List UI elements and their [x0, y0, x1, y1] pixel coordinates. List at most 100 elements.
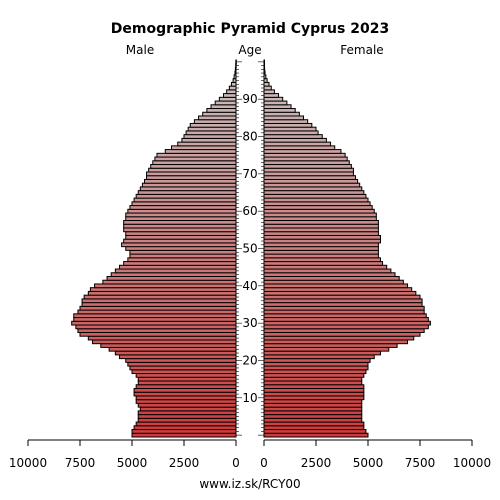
female-bar-age-76 [263, 149, 342, 154]
female-bar-age-1 [263, 429, 367, 434]
male-bar-age-89 [214, 100, 237, 106]
female-bar-age-94 [263, 81, 270, 87]
female-axis-tick-label: 0 [260, 456, 268, 470]
male-bar-age-58 [125, 216, 237, 222]
male-bar-age-85 [198, 115, 237, 121]
male-bar-age-71 [148, 167, 237, 173]
female-bar-age-11 [263, 391, 365, 397]
female-bar-age-22 [263, 350, 381, 356]
female-bar-age-95 [263, 78, 268, 83]
male-bar-age-44 [114, 268, 237, 274]
male-bar-age-77 [171, 145, 237, 151]
male-bar-age-11 [133, 391, 237, 397]
female-bar-age-90 [263, 96, 284, 102]
male-bar-age-91 [223, 93, 237, 98]
male-bar-age-41 [102, 279, 237, 285]
age-tick-label: 40 [242, 279, 257, 293]
male-bar-age-32 [73, 313, 237, 319]
male-bar-age-26 [87, 335, 237, 341]
male-bar-age-78 [177, 141, 237, 147]
male-bar-age-40 [94, 283, 237, 289]
female-bar-age-39 [263, 287, 413, 292]
female-bar-age-15 [263, 376, 363, 382]
male-bar-age-17 [131, 369, 237, 375]
female-bar-age-31 [263, 317, 429, 322]
female-bar-age-8 [263, 402, 363, 408]
male-bar-age-22 [114, 350, 237, 356]
female-bar-age-6 [263, 410, 363, 416]
male-bar-age-35 [81, 302, 237, 307]
male-bar-age-68 [143, 178, 237, 184]
male-bar-age-36 [81, 298, 237, 304]
female-bar-age-68 [263, 178, 359, 184]
female-bar-age-74 [263, 156, 348, 162]
age-tick-label: 60 [242, 204, 257, 218]
male-bar-age-80 [183, 134, 237, 139]
female-bar-age-70 [263, 171, 354, 177]
female-bar-age-37 [263, 294, 421, 300]
male-bar-age-21 [119, 354, 237, 360]
male-bar-age-14 [137, 380, 237, 386]
female-bar-age-59 [263, 212, 377, 218]
female-label: Female [340, 43, 383, 57]
male-bar-age-34 [79, 305, 237, 311]
female-bar-age-19 [263, 361, 369, 367]
female-bar-age-45 [263, 264, 388, 270]
male-bar-age-55 [123, 227, 237, 233]
male-bar-age-93 [228, 85, 237, 91]
female-bar-age-2 [263, 425, 365, 431]
male-bar-age-33 [77, 309, 237, 315]
female-bar-age-42 [263, 275, 400, 281]
male-bar-age-9 [135, 399, 237, 404]
male-bar-age-24 [100, 343, 237, 348]
female-bar-age-44 [263, 268, 392, 274]
female-bar-age-69 [263, 175, 357, 180]
female-bar-age-33 [263, 309, 425, 315]
female-bar-age-3 [263, 421, 365, 427]
age-tick-label: 10 [242, 391, 257, 405]
female-bar-age-65 [263, 190, 365, 195]
female-bar-age-28 [263, 328, 425, 333]
female-bar-age-83 [263, 122, 313, 128]
female-bar-age-57 [263, 220, 379, 225]
female-bar-age-21 [263, 354, 375, 360]
age-tick-label: 70 [242, 167, 257, 181]
male-bar-age-82 [187, 126, 237, 132]
chart-title: Demographic Pyramid Cyprus 2023 [111, 21, 389, 37]
female-bar-age-50 [263, 246, 379, 251]
male-bar-age-2 [133, 425, 237, 431]
female-bar-age-75 [263, 152, 346, 158]
female-bar-age-98 [263, 66, 266, 72]
female-bar-age-16 [263, 373, 365, 378]
female-bar-age-48 [263, 253, 379, 259]
male-bar-age-69 [146, 175, 237, 180]
male-axis-tick-label: 0 [232, 456, 240, 470]
male-bar-age-52 [123, 238, 237, 244]
female-bar-age-24 [263, 343, 398, 348]
female-bar-age-88 [263, 104, 292, 110]
female-bar-age-80 [263, 134, 323, 139]
male-bar-age-18 [129, 365, 237, 371]
female-bar-age-100 [263, 59, 265, 65]
female-bar-age-0 [263, 432, 369, 438]
male-bar-age-19 [127, 361, 237, 367]
age-tick-label: 20 [242, 353, 257, 367]
female-bar-age-13 [263, 384, 365, 389]
age-tick-label: 90 [242, 92, 257, 106]
female-bar-age-34 [263, 305, 425, 311]
male-bar-age-70 [146, 171, 237, 177]
male-bar-age-74 [154, 156, 237, 162]
male-bar-age-64 [135, 193, 237, 199]
male-bar-age-56 [123, 223, 237, 229]
female-bar-age-87 [263, 108, 296, 113]
female-bar-age-30 [263, 320, 431, 326]
female-bar-age-29 [263, 324, 429, 330]
female-bar-age-35 [263, 302, 423, 307]
male-bar-age-5 [137, 414, 237, 419]
female-bar-age-38 [263, 290, 417, 296]
female-bar-age-4 [263, 417, 363, 423]
female-bar-age-99 [263, 63, 265, 68]
female-axis-tick-label: 10000 [453, 456, 491, 470]
male-bar-age-96 [233, 74, 237, 80]
male-bar-age-81 [185, 130, 237, 136]
